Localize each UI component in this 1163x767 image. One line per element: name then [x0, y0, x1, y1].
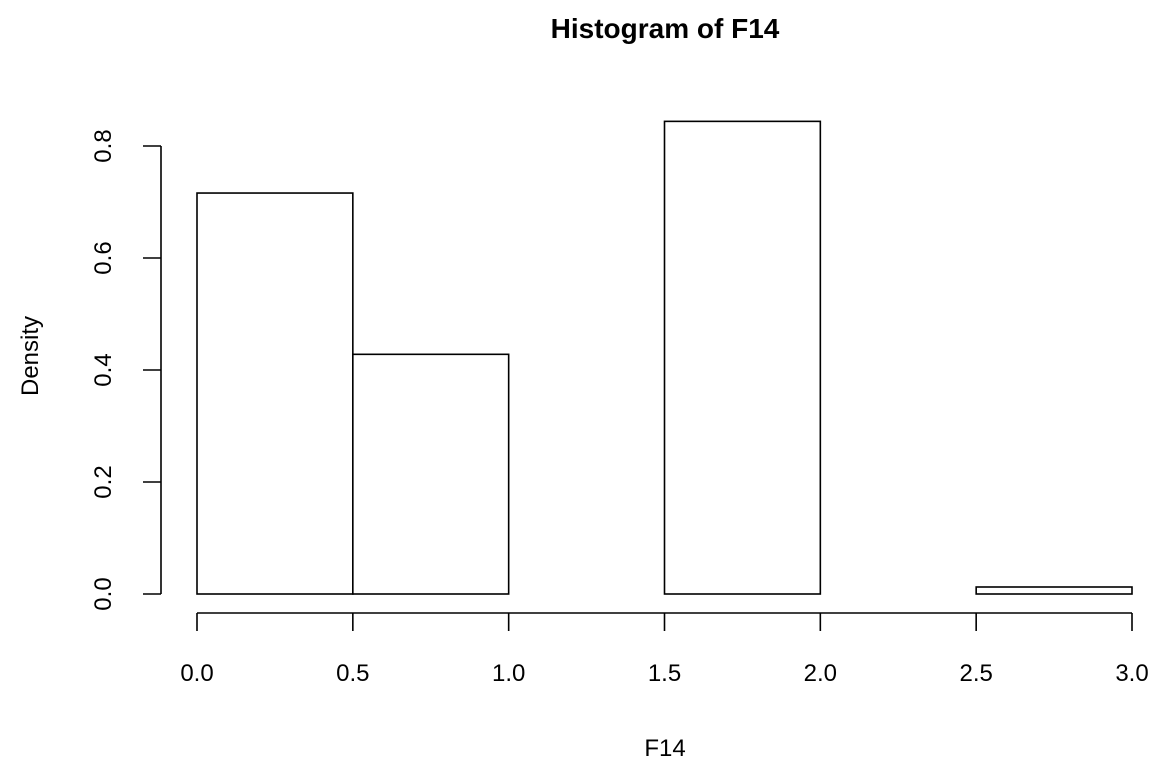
y-tick-label: 0.0 — [90, 577, 117, 610]
x-tick-label: 1.0 — [492, 660, 525, 687]
x-tick-label: 2.5 — [959, 660, 992, 687]
bar — [352, 353, 510, 595]
y-tick-label: 0.2 — [90, 465, 117, 498]
y-tick-label: 0.6 — [90, 241, 117, 274]
x-tick-label: 0.0 — [180, 660, 213, 687]
x-tick-label: 1.5 — [648, 660, 681, 687]
x-tick-label: 2.0 — [804, 660, 837, 687]
bar — [975, 586, 1133, 595]
y-tick-label: 0.4 — [90, 353, 117, 386]
bar — [196, 192, 354, 595]
y-axis-title: Density — [17, 316, 44, 396]
x-axis-title: F14 — [644, 735, 685, 762]
x-tick-label: 0.5 — [336, 660, 369, 687]
x-tick-label: 3.0 — [1115, 660, 1148, 687]
y-tick-label: 0.8 — [90, 129, 117, 162]
bar — [663, 120, 822, 595]
chart-title: Histogram of F14 — [551, 13, 780, 44]
